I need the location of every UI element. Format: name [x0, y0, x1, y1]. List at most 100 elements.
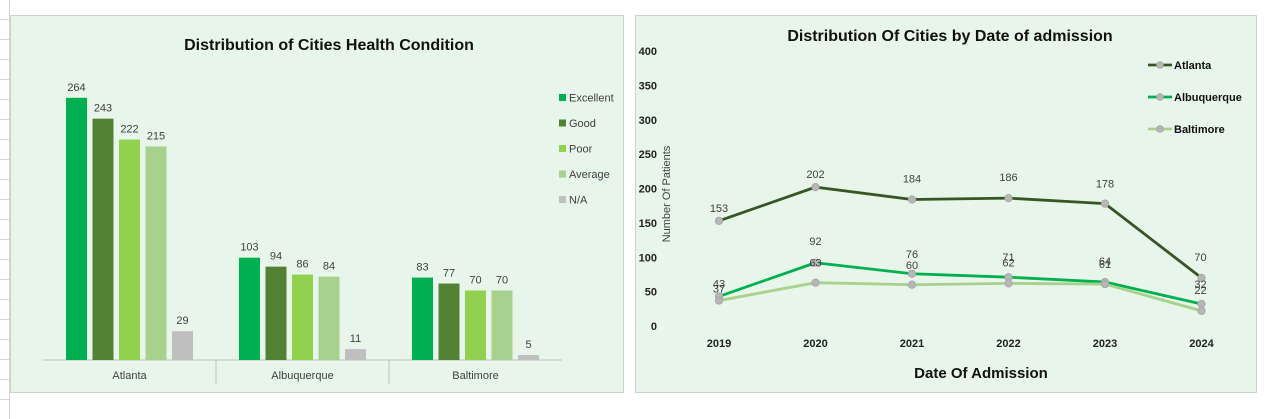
- bar-value-label: 84: [323, 261, 335, 273]
- bar-value-label: 243: [94, 103, 112, 115]
- line-value-label: 71: [1002, 252, 1014, 264]
- line-chart-y-tick: 350: [639, 80, 657, 92]
- bar-atlanta-good: [92, 118, 114, 360]
- line-point-atlanta: [1004, 194, 1013, 203]
- bar-chart-category-label: Atlanta: [112, 370, 147, 382]
- bar-chart-title: Distribution of Cities Health Condition: [184, 37, 474, 54]
- bar-value-label: 264: [67, 82, 85, 94]
- line-value-label: 60: [906, 260, 918, 272]
- line-value-label: 202: [806, 169, 824, 181]
- line-point-baltimore: [714, 296, 724, 305]
- line-value-label: 153: [710, 203, 728, 215]
- bar-value-label: 77: [443, 268, 455, 280]
- bar-baltimore-poor: [465, 290, 486, 360]
- bar-albuquerque-good: [265, 266, 287, 360]
- line-value-label: 70: [1194, 252, 1206, 264]
- bar-legend-label: Excellent: [569, 93, 614, 105]
- bar-value-label: 70: [496, 274, 508, 286]
- line-value-label: 62: [1002, 257, 1014, 269]
- line-point-baltimore: [1197, 306, 1206, 315]
- bar-legend-label: Poor: [569, 144, 593, 156]
- line-series-albuquerque: [718, 261, 1202, 306]
- line-legend-label: Albuquerque: [1174, 92, 1242, 104]
- bar-baltimore-good: [438, 283, 460, 360]
- line-legend-label: Atlanta: [1174, 60, 1212, 72]
- line-chart-y-tick: 50: [645, 287, 657, 299]
- line-point-baltimore: [1004, 279, 1013, 288]
- bar-value-label: 70: [469, 274, 481, 286]
- line-point-baltimore: [1100, 279, 1110, 289]
- spreadsheet-row-edge: [0, 0, 10, 419]
- health-condition-bar-chart: Distribution of Cities Health Condition …: [43, 37, 614, 384]
- line-chart-x-tick: 2019: [707, 338, 731, 350]
- line-value-label: 76: [906, 249, 918, 261]
- line-value-label: 32: [1194, 279, 1206, 291]
- bar-legend-swatch-good: [559, 119, 566, 127]
- bar-albuquerque-excellent: [239, 257, 260, 360]
- line-point-atlanta: [907, 195, 917, 204]
- health-condition-chart-panel[interactable]: Distribution of Cities Health Condition …: [10, 15, 624, 393]
- line-value-label: 63: [809, 258, 821, 270]
- line-point-atlanta: [1100, 199, 1110, 208]
- line-value-label: 186: [999, 172, 1017, 184]
- line-series-baltimore: [718, 281, 1202, 313]
- bar-legend-swatch-average: [559, 170, 566, 178]
- bar-value-label: 103: [240, 242, 258, 254]
- bar-baltimore-n-a: [518, 355, 539, 360]
- bar-atlanta-poor: [119, 139, 140, 360]
- bar-legend-swatch-n-a: [559, 196, 566, 203]
- line-value-label: 184: [903, 174, 921, 186]
- line-point-albuquerque: [907, 269, 917, 278]
- admission-date-chart-panel[interactable]: Distribution Of Cities by Date of admiss…: [635, 15, 1257, 393]
- line-chart-y-tick: 150: [639, 218, 657, 230]
- line-legend-marker-albuquerque: [1156, 93, 1164, 101]
- bar-value-label: 29: [176, 315, 188, 327]
- line-chart-x-tick: 2020: [803, 338, 827, 350]
- line-legend-marker-baltimore: [1156, 125, 1164, 133]
- bar-atlanta-average: [145, 146, 167, 360]
- bar-value-label: 11: [350, 333, 361, 345]
- bar-value-label: 5: [525, 339, 531, 351]
- line-chart-y-tick: 0: [651, 321, 657, 333]
- line-value-label: 37: [713, 284, 725, 296]
- line-point-baltimore: [811, 278, 820, 287]
- line-chart-y-tick: 250: [639, 149, 657, 161]
- bar-value-label: 86: [296, 259, 308, 271]
- bar-legend-label: Average: [569, 169, 610, 181]
- line-chart-y-tick: 100: [639, 252, 657, 264]
- bar-baltimore-average: [491, 290, 513, 360]
- line-chart-x-tick: 2021: [900, 338, 924, 350]
- line-legend-marker-atlanta: [1156, 61, 1164, 69]
- line-value-label: 43: [713, 278, 725, 290]
- line-chart-x-tick: 2024: [1189, 338, 1214, 350]
- bar-value-label: 215: [147, 130, 165, 142]
- line-chart-y-tick: 400: [639, 46, 657, 58]
- bar-albuquerque-poor: [292, 274, 313, 360]
- line-chart-y-axis-title: Number Of Patients: [661, 145, 673, 242]
- line-chart-x-tick: 2023: [1093, 338, 1117, 350]
- admission-date-line-chart: Distribution Of Cities by Date of admiss…: [639, 28, 1242, 382]
- line-value-label: 92: [809, 236, 821, 248]
- bar-legend-label: Good: [569, 118, 596, 130]
- bar-legend-swatch-excellent: [559, 94, 566, 101]
- line-chart-title: Distribution Of Cities by Date of admiss…: [787, 28, 1112, 45]
- bar-albuquerque-n-a: [345, 349, 366, 360]
- bar-atlanta-excellent: [66, 97, 87, 361]
- line-point-atlanta: [714, 216, 724, 225]
- line-legend-label: Baltimore: [1174, 124, 1225, 136]
- bar-chart-category-label: Albuquerque: [271, 370, 333, 382]
- line-value-label: 22: [1194, 285, 1206, 297]
- bar-legend-swatch-poor: [559, 145, 566, 152]
- bar-value-label: 94: [270, 251, 282, 263]
- line-series-atlanta: [718, 185, 1203, 279]
- line-point-atlanta: [1197, 273, 1206, 282]
- line-chart-x-axis-title: Date Of Admission: [914, 365, 1048, 382]
- bar-albuquerque-average: [318, 276, 340, 360]
- bar-value-label: 222: [120, 124, 138, 136]
- line-point-albuquerque: [811, 258, 820, 267]
- bar-chart-category-label: Baltimore: [452, 370, 498, 382]
- line-value-label: 61: [1099, 259, 1111, 271]
- line-chart-y-tick: 200: [639, 184, 657, 196]
- bar-atlanta-n-a: [172, 331, 193, 360]
- bar-value-label: 83: [416, 262, 428, 274]
